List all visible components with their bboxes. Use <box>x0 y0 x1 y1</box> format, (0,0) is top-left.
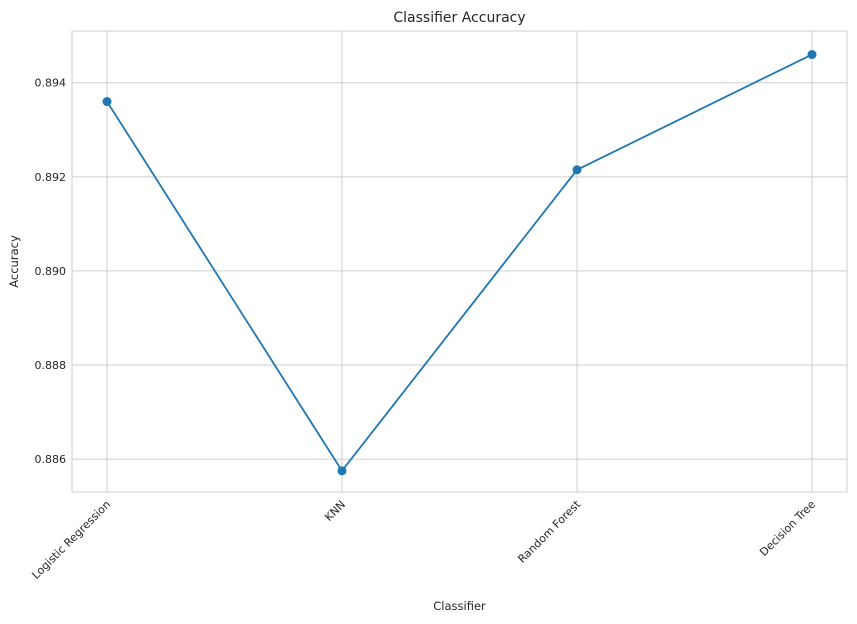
y-tick-label: 0.892 <box>35 171 67 184</box>
y-tick-label: 0.890 <box>35 265 67 278</box>
y-axis-tick-labels: 0.886 0.888 0.890 0.892 0.894 <box>35 77 67 466</box>
x-tick-label: Decision Tree <box>757 498 818 559</box>
x-tick-label: Random Forest <box>515 497 583 565</box>
data-point <box>572 165 582 175</box>
data-point <box>102 97 112 107</box>
x-tick-label: KNN <box>322 498 348 524</box>
data-point <box>807 50 817 60</box>
x-axis-tick-labels: Logistic Regression KNN Random Forest Decis… <box>29 497 818 581</box>
x-tick-label: Logistic Regression <box>29 498 113 582</box>
chart-title: Classifier Accuracy <box>393 10 525 26</box>
y-tick-label: 0.888 <box>35 359 67 372</box>
y-tick-label: 0.894 <box>35 77 67 90</box>
series-line <box>106 53 813 472</box>
y-tick-label: 0.886 <box>35 453 67 466</box>
series-layer <box>102 50 817 476</box>
x-axis-label: Classifier <box>433 599 486 613</box>
y-axis-label: Accuracy <box>7 235 21 288</box>
grid <box>72 31 847 492</box>
data-point <box>337 466 347 476</box>
plot-area-frame <box>71 30 848 493</box>
